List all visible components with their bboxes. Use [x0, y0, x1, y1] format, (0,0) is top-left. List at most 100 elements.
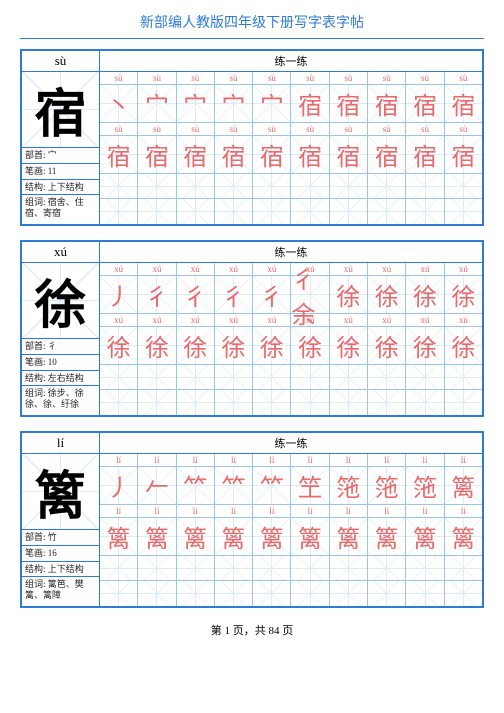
grid-cell: 徐 — [100, 327, 138, 365]
grid-cell — [291, 199, 329, 224]
grid-cell — [215, 174, 253, 199]
grid-cell — [291, 390, 329, 415]
grid-cell: 徐 — [291, 327, 329, 365]
grid-cell — [368, 390, 406, 415]
grid-cell — [100, 365, 138, 390]
grid-cell: sù — [253, 123, 291, 136]
grid-cell: sù — [100, 123, 138, 136]
practice-label: 练一练 — [100, 51, 482, 71]
grid-cell: 篱 — [177, 518, 215, 556]
grid-cell: 宀 — [177, 85, 215, 123]
grid-cell — [330, 581, 368, 606]
grid-cell: 宿 — [406, 85, 444, 123]
grid-cell — [138, 365, 176, 390]
grid-cell: ⺮ — [253, 467, 291, 505]
grid-cell — [368, 556, 406, 581]
grid-cell: 宿 — [330, 85, 368, 123]
grid-cell — [100, 390, 138, 415]
grid-cell: 彳 — [177, 276, 215, 314]
grid-cell: 篱 — [100, 518, 138, 556]
char-info: 结构: 上下结构 — [22, 562, 99, 578]
grid-cell: lí — [253, 505, 291, 518]
grid-cell — [445, 390, 482, 415]
char-info: 部首: 宀 — [22, 148, 99, 164]
grid-cell: 篱 — [138, 518, 176, 556]
grid-cell: 徐 — [445, 276, 482, 314]
char-info: 组词: 篱笆、樊篱、篱障 — [22, 577, 99, 603]
grid-cell: 宿 — [445, 85, 482, 123]
char-block: lí练一练篱部首: 竹笔画: 16结构: 上下结构组词: 篱笆、樊篱、篱障líl… — [20, 431, 484, 608]
grid-cell: 徐 — [368, 276, 406, 314]
grid-cell: sù — [330, 72, 368, 85]
grid-cell: lí — [100, 454, 138, 467]
grid-cell — [445, 199, 482, 224]
grid-cell: lí — [291, 454, 329, 467]
main-character: 宿 — [22, 72, 99, 147]
grid-cell: 丿 — [100, 276, 138, 314]
grid-cell — [215, 390, 253, 415]
grid-cell: xú — [177, 263, 215, 276]
grid-cell: 篱 — [406, 518, 444, 556]
grid-cell: 宀 — [138, 85, 176, 123]
grid-cell — [215, 556, 253, 581]
char-info: 部首: 彳 — [22, 339, 99, 355]
main-character: 篱 — [22, 454, 99, 529]
grid-cell: 彳余 — [291, 276, 329, 314]
pinyin-head: xú — [22, 242, 100, 262]
grid-cell: lí — [291, 505, 329, 518]
grid-cell — [215, 365, 253, 390]
grid-cell: 徐 — [330, 327, 368, 365]
title-divider — [20, 38, 484, 39]
grid-cell: 彳 — [253, 276, 291, 314]
page-title: 新部编人教版四年级下册写字表字帖 — [20, 12, 484, 32]
grid-cell: 筂 — [330, 467, 368, 505]
grid-cell — [368, 199, 406, 224]
grid-cell — [253, 556, 291, 581]
grid-cell — [138, 390, 176, 415]
grid-cell: 宿 — [138, 136, 176, 174]
grid-cell: xú — [406, 314, 444, 327]
char-info: 结构: 上下结构 — [22, 180, 99, 196]
grid-cell — [138, 581, 176, 606]
char-info: 部首: 竹 — [22, 530, 99, 546]
grid-cell: 宿 — [330, 136, 368, 174]
grid-cell: xú — [215, 263, 253, 276]
grid-cell: lí — [330, 454, 368, 467]
grid-cell — [177, 174, 215, 199]
grid-cell: 篱 — [291, 518, 329, 556]
grid-cell — [253, 199, 291, 224]
grid-cell: 宿 — [406, 136, 444, 174]
char-block: xú练一练徐部首: 彳笔画: 10结构: 左右结构组词: 徐步、徐徐、徐、纡徐x… — [20, 240, 484, 417]
grid-cell: sù — [445, 123, 482, 136]
grid-cell: lí — [253, 454, 291, 467]
grid-cell: sù — [445, 72, 482, 85]
grid-cell: xú — [138, 263, 176, 276]
grid-cell: xú — [368, 263, 406, 276]
grid-cell: 筂 — [368, 467, 406, 505]
grid-cell: xú — [330, 263, 368, 276]
grid-cell: 宀 — [253, 85, 291, 123]
grid-cell: xú — [100, 314, 138, 327]
grid-cell: sù — [138, 123, 176, 136]
grid-cell: sù — [406, 72, 444, 85]
grid-cell: sù — [368, 123, 406, 136]
grid-cell: lí — [406, 454, 444, 467]
grid-cell — [100, 199, 138, 224]
grid-cell — [177, 390, 215, 415]
char-info: 结构: 左右结构 — [22, 371, 99, 387]
grid-cell: 筂 — [406, 467, 444, 505]
grid-cell — [291, 556, 329, 581]
grid-cell: lí — [215, 505, 253, 518]
grid-cell: sù — [291, 123, 329, 136]
grid-cell: xú — [406, 263, 444, 276]
grid-cell — [330, 199, 368, 224]
grid-cell: 彳 — [215, 276, 253, 314]
grid-cell: xú — [445, 314, 482, 327]
grid-cell: sù — [100, 72, 138, 85]
grid-cell: lí — [368, 454, 406, 467]
grid-cell: sù — [215, 123, 253, 136]
grid-cell — [253, 390, 291, 415]
grid-cell: lí — [100, 505, 138, 518]
grid-cell: 徐 — [368, 327, 406, 365]
grid-cell: 篱 — [445, 467, 482, 505]
